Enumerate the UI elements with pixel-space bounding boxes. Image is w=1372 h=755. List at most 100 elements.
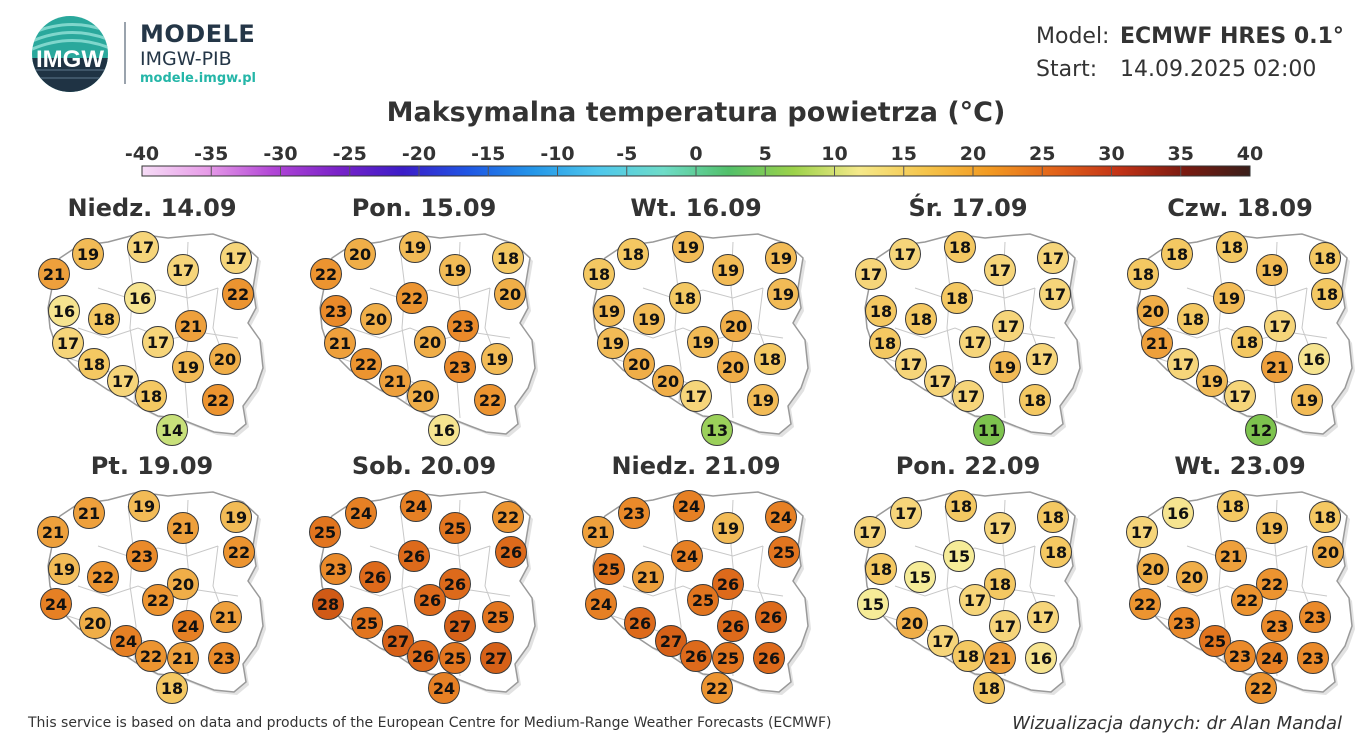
footer-credit: Wizualizacja danych: dr Alan Mandal xyxy=(1012,713,1342,734)
temperature-bubble: 14 xyxy=(156,414,188,446)
temperature-bubble: 21 xyxy=(1261,351,1293,383)
temperature-bubble: 26 xyxy=(414,584,446,616)
day-title: Niedz. 14.09 xyxy=(67,194,237,222)
temperature-bubble: 19 xyxy=(128,490,160,522)
temperature-bubble: 20 xyxy=(1312,536,1344,568)
temperature-bubble: 23 xyxy=(1168,607,1200,639)
temperature-bubble: 18 xyxy=(1177,303,1209,335)
temperature-bubble: 17 xyxy=(890,497,922,529)
temperature-bubble: 18 xyxy=(492,242,524,274)
temperature-bubble: 19 xyxy=(597,327,629,359)
temperature-bubble: 24 xyxy=(765,501,797,533)
temperature-bubble: 23 xyxy=(447,310,479,342)
temperature-bubble: 17 xyxy=(167,254,199,286)
temperature-bubble: 20 xyxy=(1176,561,1208,593)
temperature-bubble: 15 xyxy=(943,540,975,572)
day-map-panel: 19 17 17 21 17 22 16 16 18 21 17 17 20 18 19 17 22 18 14 xyxy=(38,228,268,448)
temperature-bubble: 18 xyxy=(78,348,110,380)
scale-tick-label: -10 xyxy=(540,143,574,165)
temperature-bubble: 16 xyxy=(1162,497,1194,529)
temperature-bubble: 13 xyxy=(701,414,733,446)
day-map-panel: 18 19 19 18 19 19 19 18 19 20 19 19 18 20 20 20 19 17 13 xyxy=(583,228,813,448)
day-title: Sob. 20.09 xyxy=(351,452,497,480)
temperature-bubble: 19 xyxy=(1256,512,1288,544)
temperature-bubble: 18 xyxy=(944,231,976,263)
temperature-bubble: 19 xyxy=(1196,365,1228,397)
temperature-bubble: 18 xyxy=(865,295,897,327)
temperature-bubble: 23 xyxy=(320,553,352,585)
temperature-bubble: 19 xyxy=(712,254,744,286)
temperature-bubble: 25 xyxy=(351,607,383,639)
temperature-bubble: 18 xyxy=(952,640,984,672)
day-title: Śr. 17.09 xyxy=(908,194,1028,222)
temperature-bubble: 23 xyxy=(208,642,240,674)
temperature-bubble: 17 xyxy=(889,238,921,270)
temperature-bubble: 24 xyxy=(110,625,142,657)
temperature-bubble: 23 xyxy=(1224,640,1256,672)
temperature-bubble: 20 xyxy=(720,310,752,342)
temperature-bubble: 25 xyxy=(439,642,471,674)
province-border xyxy=(914,545,1036,557)
temperature-bubble: 18 xyxy=(1216,231,1248,263)
temperature-bubble: 23 xyxy=(1299,601,1331,633)
scale-tick-label: 40 xyxy=(1237,143,1263,165)
province-border xyxy=(1186,287,1308,299)
temperature-bubble: 11 xyxy=(973,414,1005,446)
temperature-bubble: 18 xyxy=(1161,238,1193,270)
brand-url[interactable]: modele.imgw.pl xyxy=(140,71,256,86)
temperature-bubble: 24 xyxy=(428,672,460,704)
temperature-bubble: 17 xyxy=(989,610,1021,642)
temperature-bubble: 19 xyxy=(687,326,719,358)
temperature-bubble: 24 xyxy=(671,540,703,572)
logo-text: IMGW xyxy=(36,46,104,73)
scale-tick-label: 15 xyxy=(891,143,917,165)
temperature-bubble: 21 xyxy=(37,516,69,548)
scale-tick-label: -5 xyxy=(616,143,637,165)
temperature-bubble: 20 xyxy=(167,568,199,600)
temperature-bubble: 19 xyxy=(672,231,704,263)
day-map-panel: 17 17 18 18 17 18 18 15 15 18 15 17 17 20 17 17 16 18 21 18 xyxy=(854,486,1085,706)
temperature-bubble: 17 xyxy=(1224,380,1256,412)
temperature-bubble: 17 xyxy=(854,516,886,548)
temperature-bubble: 16 xyxy=(1025,642,1057,674)
day-map-panel: 21 23 24 24 19 25 25 21 24 26 24 25 26 26 26 27 26 26 25 22 xyxy=(582,486,813,706)
temperature-bubble: 20 xyxy=(896,607,928,639)
day-map-panel: 25 24 24 22 25 26 23 26 26 26 28 26 25 25 27 27 27 26 25 24 xyxy=(309,486,540,706)
temperature-bubble: 21 xyxy=(379,365,411,397)
day-title: Niedz. 21.09 xyxy=(611,452,781,480)
temperature-bubble: 18 xyxy=(1040,536,1072,568)
temperature-bubble: 19 xyxy=(48,553,80,585)
scale-tick-label: 5 xyxy=(759,143,772,165)
scale-tick-label: -25 xyxy=(333,143,367,165)
temperature-bubble: 22 xyxy=(701,672,733,704)
temperature-bubble: 21 xyxy=(38,258,70,290)
temperature-bubble: 22 xyxy=(1231,584,1263,616)
scale-tick-label: -40 xyxy=(125,143,159,165)
temperature-bubble: 19 xyxy=(220,501,252,533)
temperature-bubble: 22 xyxy=(202,384,234,416)
day-map-panel: 21 21 19 19 21 22 19 22 23 20 24 22 21 20 24 24 23 22 21 18 xyxy=(37,486,268,706)
temperature-bubble: 24 xyxy=(1256,642,1288,674)
temperature-bubble: 18 xyxy=(754,343,786,375)
temperature-bubble: 24 xyxy=(585,588,617,620)
temperature-bubble: 19 xyxy=(989,351,1021,383)
temperature-bubble: 18 xyxy=(945,490,977,522)
temperature-bubble: 19 xyxy=(1213,282,1245,314)
temperature-bubble: 25 xyxy=(482,601,514,633)
start-value: 14.09.2025 02:00 xyxy=(1120,57,1317,82)
temperature-bubble: 17 xyxy=(984,254,1016,286)
temperature-bubble: 18 xyxy=(905,303,937,335)
temperature-bubble: 18 xyxy=(973,672,1005,704)
temperature-bubble: 17 xyxy=(52,327,84,359)
temperature-bubble: 19 xyxy=(593,295,625,327)
day-map-panel: 18 18 18 18 19 18 20 19 18 17 21 18 16 17 21 19 19 17 12 xyxy=(1127,228,1357,448)
temperature-bubble: 18 xyxy=(869,327,901,359)
temperature-bubble: 18 xyxy=(1019,384,1051,416)
model-label: Model: xyxy=(1036,24,1110,49)
temperature-bubble: 25 xyxy=(712,642,744,674)
temperature-bubble: 17 xyxy=(127,231,159,263)
footer-source: This service is based on data and produc… xyxy=(28,715,832,731)
temperature-bubble: 12 xyxy=(1245,414,1277,446)
temperature-bubble: 20 xyxy=(717,351,749,383)
temperature-bubble: 23 xyxy=(444,351,476,383)
